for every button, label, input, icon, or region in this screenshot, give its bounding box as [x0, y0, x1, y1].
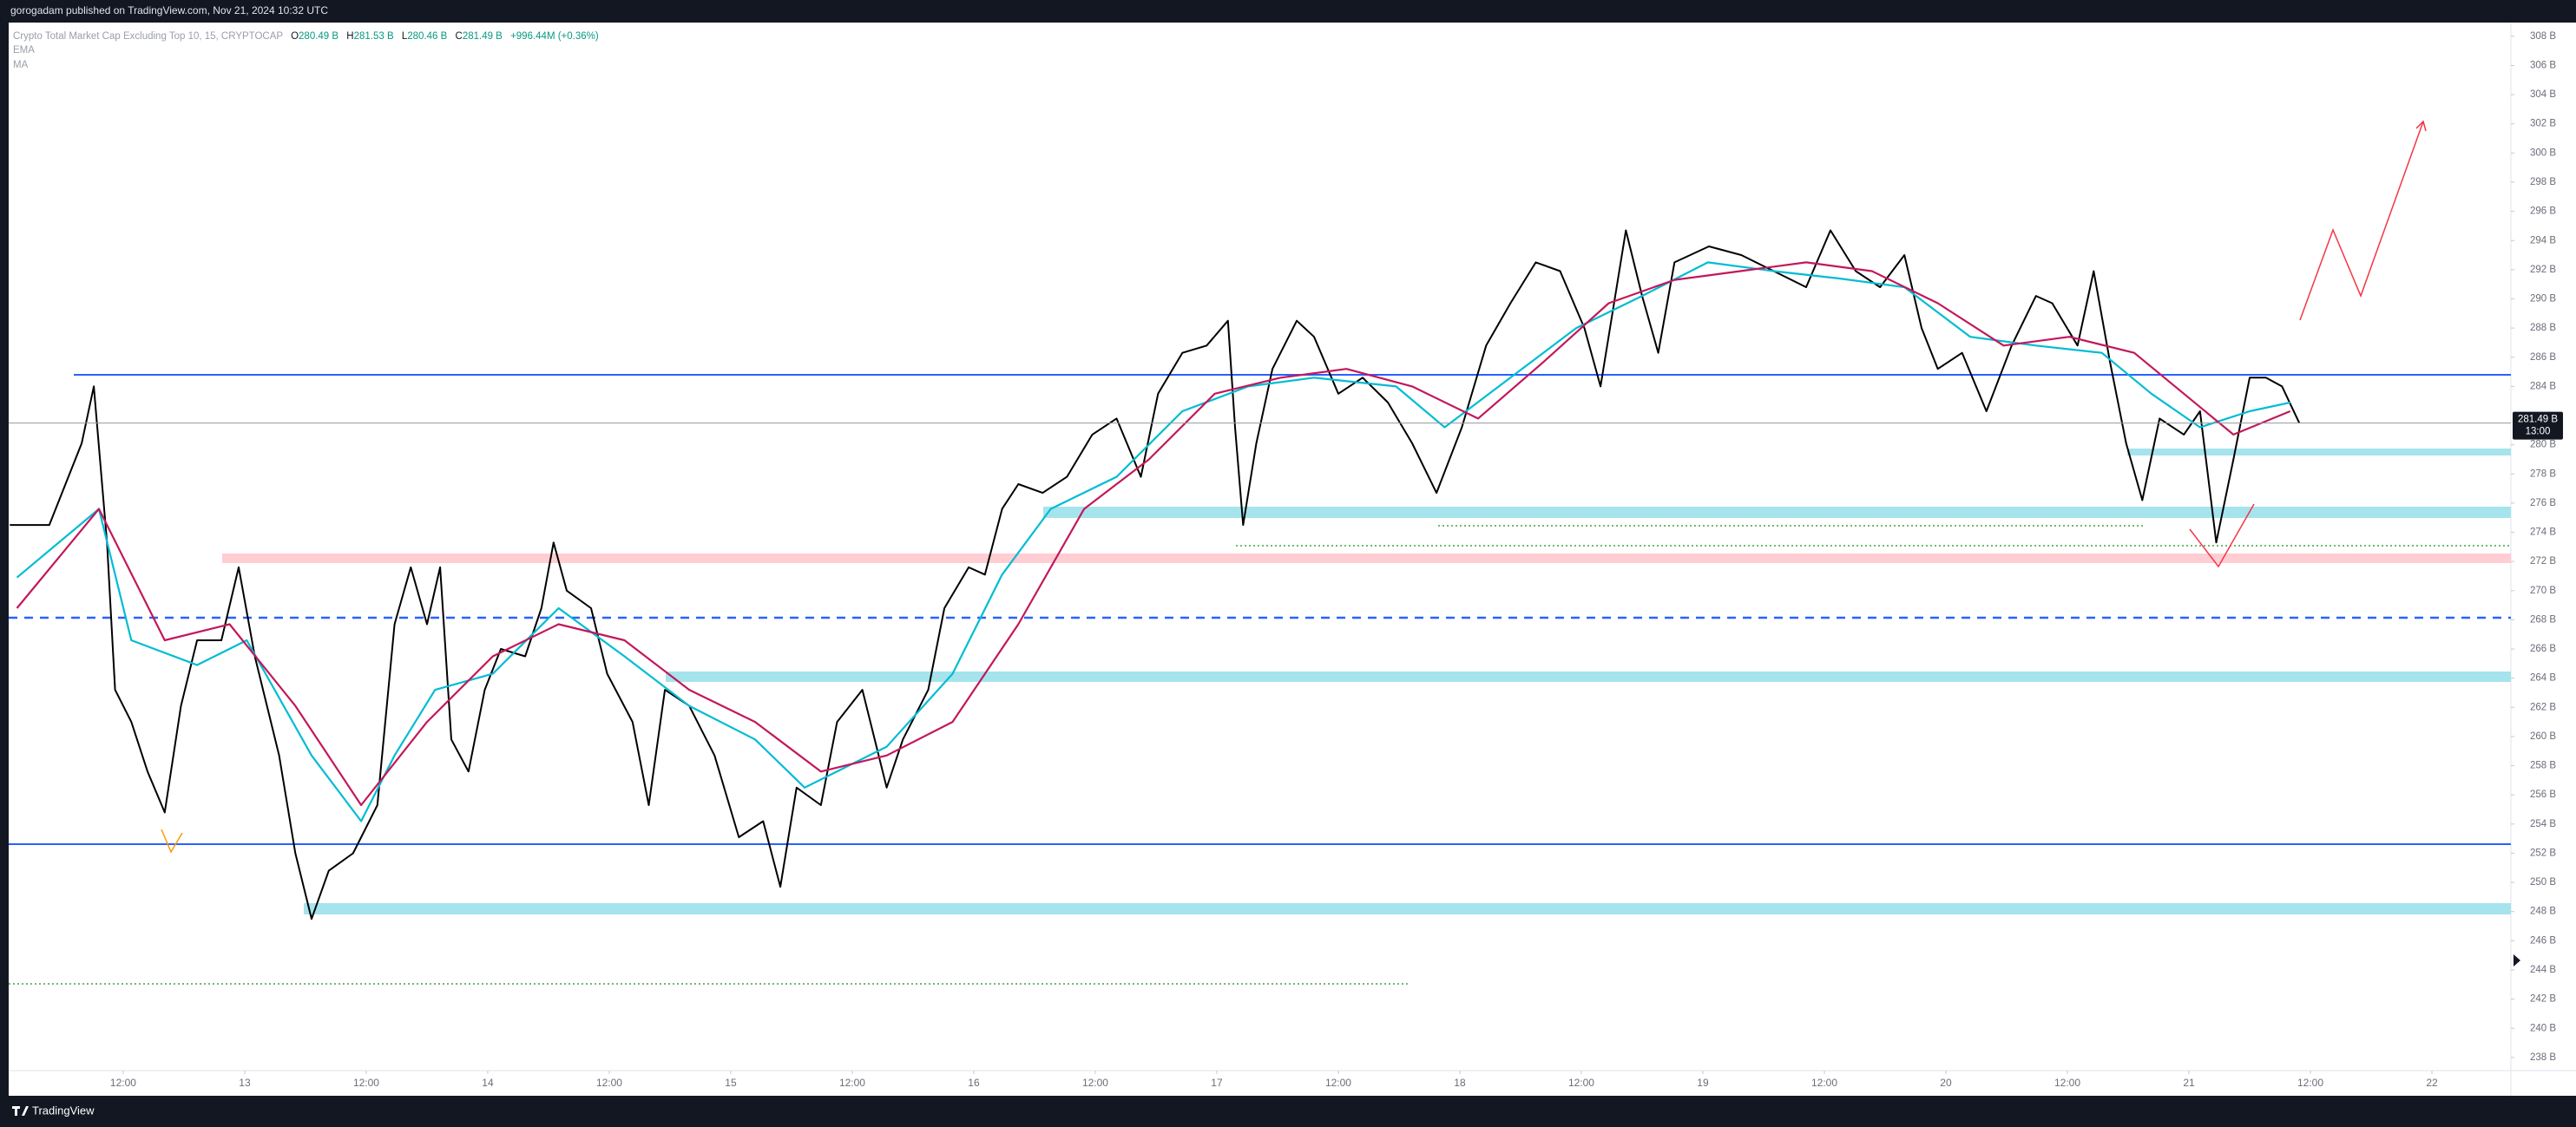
- left-border: [0, 0, 9, 1127]
- y-tick-label: 244 B: [2530, 965, 2556, 975]
- y-tick-label: 264 B: [2530, 673, 2556, 684]
- drawings: [9, 120, 2520, 985]
- y-tick-label: 268 B: [2530, 614, 2556, 625]
- ohlc-label: L: [402, 31, 408, 42]
- series-layer: [10, 229, 2301, 921]
- y-tick-label: 278 B: [2530, 468, 2556, 479]
- axis-marker: [2514, 954, 2520, 966]
- y-tick-label: 300 B: [2530, 147, 2556, 158]
- reversal-mark: [2189, 503, 2255, 568]
- x-tick-label: 15: [725, 1077, 737, 1089]
- y-tick-label: 288 B: [2530, 323, 2556, 333]
- y-tick-label: 274 B: [2530, 527, 2556, 538]
- x-tick-label: 19: [1697, 1077, 1709, 1089]
- x-tick-label: 12:00: [1568, 1077, 1594, 1089]
- header-text: gorogadam published on TradingView.com, …: [10, 4, 328, 16]
- y-tick-label: 286 B: [2530, 352, 2556, 363]
- ohlc-value: 281.53 B: [354, 31, 394, 42]
- y-tick-label: 276 B: [2530, 498, 2556, 508]
- zone-cyan: [1043, 507, 2511, 518]
- x-tick-label: 17: [1211, 1077, 1223, 1089]
- ohlc-label: H: [346, 31, 353, 42]
- zone-cyan: [304, 903, 2511, 914]
- x-tick-label: 12:00: [2297, 1077, 2323, 1089]
- x-tick-label: 12:00: [2054, 1077, 2080, 1089]
- x-tick-label: 12:00: [839, 1077, 865, 1089]
- y-tick-label: 272 B: [2530, 556, 2556, 567]
- y-tick-label: 256 B: [2530, 790, 2556, 800]
- y-tick-label: 298 B: [2530, 177, 2556, 187]
- indicator-line: [16, 261, 2290, 822]
- y-tick-label: 296 B: [2530, 206, 2556, 217]
- zone-cyan: [666, 672, 2511, 682]
- x-tick-label: 12:00: [1082, 1077, 1108, 1089]
- y-tick-label: 238 B: [2530, 1052, 2556, 1063]
- ohlc-label: O: [291, 31, 299, 42]
- indicator-line: [16, 261, 2291, 807]
- x-tick-label: 16: [968, 1077, 980, 1089]
- legend-entry: Crypto Total Market Cap Excluding Top 10…: [13, 31, 283, 42]
- last-time-label: 13:00: [2526, 427, 2551, 437]
- x-tick-label: 12:00: [1811, 1077, 1837, 1089]
- x-tick-label: 12:00: [1325, 1077, 1351, 1089]
- price-line: [10, 229, 2301, 921]
- x-tick-label: 18: [1454, 1077, 1466, 1089]
- last-price-box: [2513, 411, 2563, 440]
- top-bar: [0, 0, 2576, 23]
- x-tick-label: 21: [2183, 1077, 2195, 1089]
- y-tick-label: 304 B: [2530, 89, 2556, 100]
- brand-name: TradingView: [32, 1104, 95, 1117]
- x-tick-label: 13: [239, 1077, 251, 1089]
- x-tick-label: 12:00: [353, 1077, 379, 1089]
- last-price-label: 281.49 B: [2518, 415, 2558, 425]
- ohlc-label: C: [456, 31, 463, 42]
- brand: TradingView: [12, 1104, 95, 1117]
- y-tick-label: 308 B: [2530, 31, 2556, 42]
- y-tick-label: 306 B: [2530, 60, 2556, 70]
- y-tick-label: 266 B: [2530, 644, 2556, 654]
- change: +996.44M (+0.36%): [510, 31, 599, 42]
- zone-pink: [222, 554, 2511, 563]
- y-tick-label: 252 B: [2530, 848, 2556, 858]
- y-tick-label: 260 B: [2530, 731, 2556, 742]
- y-tick-label: 284 B: [2530, 381, 2556, 391]
- projection-arrow: [2299, 121, 2424, 321]
- y-tick-label: 262 B: [2530, 702, 2556, 712]
- y-tick-label: 302 B: [2530, 119, 2556, 129]
- x-tick-label: 14: [482, 1077, 494, 1089]
- y-tick-label: 246 B: [2530, 935, 2556, 946]
- legend-entry: EMA: [13, 45, 35, 56]
- x-tick-label: 12:00: [596, 1077, 622, 1089]
- y-tick-label: 290 B: [2530, 294, 2556, 305]
- legend-title: Crypto Total Market Cap Excluding Top 10…: [13, 31, 599, 42]
- y-tick-label: 270 B: [2530, 586, 2556, 596]
- y-tick-label: 294 B: [2530, 235, 2556, 246]
- bottom-bar: [0, 1096, 2576, 1127]
- arrow-head: [2415, 120, 2427, 132]
- y-tick-label: 242 B: [2530, 994, 2556, 1005]
- x-tick-label: 20: [1940, 1077, 1952, 1089]
- zone-cyan: [2127, 449, 2511, 455]
- y-tick-label: 280 B: [2530, 440, 2556, 450]
- legend: Crypto Total Market Cap Excluding Top 10…: [13, 31, 599, 70]
- legend-entry: MA: [13, 60, 29, 70]
- y-tick-label: 250 B: [2530, 877, 2556, 888]
- x-tick-label: 22: [2426, 1077, 2438, 1089]
- y-tick-label: 248 B: [2530, 907, 2556, 917]
- ohlc-value: 281.49 B: [463, 31, 503, 42]
- reversal-mark: [161, 829, 183, 854]
- y-tick-label: 258 B: [2530, 761, 2556, 771]
- ohlc-value: 280.46 B: [407, 31, 447, 42]
- ohlc-value: 280.49 B: [299, 31, 338, 42]
- x-tick-label: 12:00: [110, 1077, 136, 1089]
- brand-logo: [12, 1106, 29, 1116]
- y-tick-label: 254 B: [2530, 819, 2556, 829]
- y-tick-label: 292 B: [2530, 265, 2556, 275]
- y-tick-label: 240 B: [2530, 1023, 2556, 1033]
